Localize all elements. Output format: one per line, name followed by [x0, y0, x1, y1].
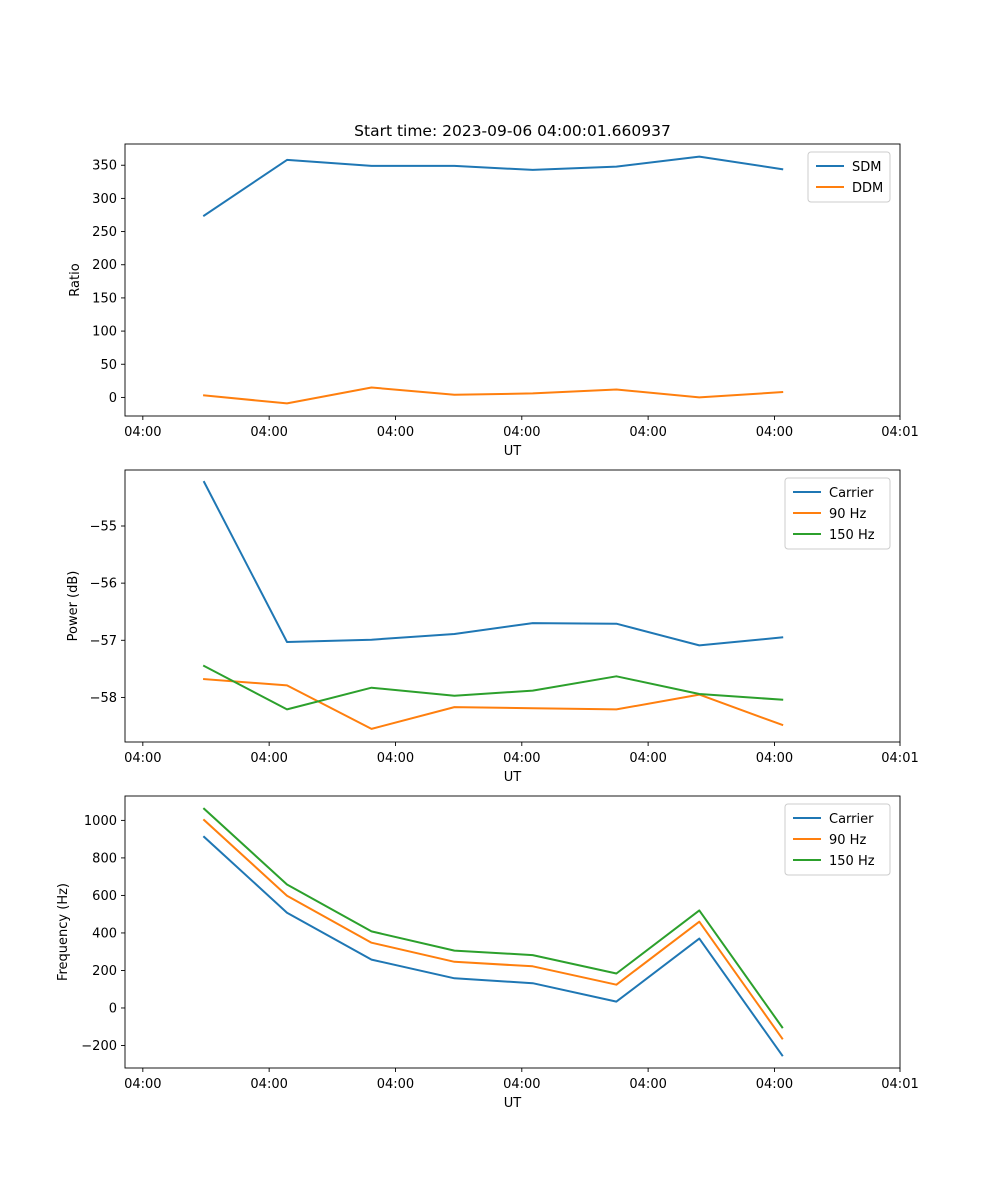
- plot-frame: [124, 143, 901, 417]
- x-tick-label: 04:01: [881, 751, 918, 766]
- chart-panel-1: Start time: 2023-09-06 04:00:01.660937 04…: [68, 122, 919, 459]
- x-tick-label: 04:00: [756, 1077, 793, 1092]
- series-line-ddm: [203, 386, 784, 405]
- chart-panel-3: 04:00 04:00 04:00 04:00 04:00 04:00 04:01 −200 0…: [56, 795, 919, 1111]
- y-axis-label: Frequency (Hz): [56, 883, 71, 981]
- y-tick-label: 400: [92, 926, 117, 941]
- legend-box: [784, 803, 891, 876]
- series-line-sdm: [202, 155, 784, 217]
- y-tick-label: −200: [81, 1039, 117, 1054]
- y-tick-label: 100: [92, 325, 117, 340]
- x-axis-label: UT: [504, 770, 522, 785]
- x-tick-label: 04:00: [124, 751, 161, 766]
- legend-label: 150 Hz: [829, 528, 875, 543]
- y-tick-label: −55: [90, 520, 117, 535]
- series-line-carrier: [202, 835, 784, 1057]
- y-axis-label: Ratio: [68, 263, 83, 296]
- y-tick-label: 0: [109, 391, 117, 406]
- series-line-90-hz: [202, 818, 784, 1040]
- series-line-150-hz: [202, 664, 784, 711]
- legend-label: DDM: [852, 181, 883, 196]
- x-tick-label: 04:00: [503, 751, 540, 766]
- y-tick-label: 600: [92, 889, 117, 904]
- x-axis-label: UT: [504, 1096, 522, 1111]
- legend-label: Carrier: [829, 812, 874, 827]
- legend: Carrier 90 Hz 150 Hz: [784, 803, 891, 876]
- y-tick-label: 50: [100, 358, 117, 373]
- x-tick-label: 04:00: [124, 425, 161, 440]
- x-tick-label: 04:00: [250, 425, 287, 440]
- x-tick-label: 04:00: [629, 751, 666, 766]
- x-tick-label: 04:01: [881, 1077, 918, 1092]
- legend-box: [784, 477, 891, 550]
- chart-panel-2: 04:00 04:00 04:00 04:00 04:00 04:00 04:01 −55 −5…: [66, 469, 919, 785]
- x-tick-label: 04:00: [377, 751, 414, 766]
- x-tick-label: 04:00: [250, 1077, 287, 1092]
- x-tick-label: 04:00: [756, 751, 793, 766]
- legend-label: SDM: [852, 160, 881, 175]
- y-tick-label: 0: [109, 1001, 117, 1016]
- y-tick-label: 200: [92, 258, 117, 273]
- y-axis-label: Power (dB): [66, 571, 81, 642]
- legend: SDM DDM: [807, 151, 891, 203]
- legend-label: Carrier: [829, 486, 874, 501]
- y-tick-label: −56: [90, 577, 117, 592]
- x-tick-label: 04:01: [881, 425, 918, 440]
- legend: Carrier 90 Hz 150 Hz: [784, 477, 891, 550]
- y-tick-label: −57: [90, 634, 117, 649]
- y-tick-label: 250: [92, 225, 117, 240]
- chart-title: Start time: 2023-09-06 04:00:01.660937: [354, 122, 671, 140]
- y-tick-label: 800: [92, 851, 117, 866]
- x-tick-label: 04:00: [629, 425, 666, 440]
- series-line-150-hz: [202, 807, 784, 1029]
- legend-label: 150 Hz: [829, 854, 875, 869]
- plot-frame: [124, 469, 901, 743]
- plot-frame: [124, 795, 901, 1069]
- x-tick-label: 04:00: [124, 1077, 161, 1092]
- x-tick-label: 04:00: [377, 1077, 414, 1092]
- x-axis-label: UT: [504, 444, 522, 459]
- y-tick-label: 150: [92, 291, 117, 306]
- x-tick-label: 04:00: [503, 425, 540, 440]
- x-tick-label: 04:00: [377, 425, 414, 440]
- x-tick-label: 04:00: [250, 751, 287, 766]
- y-tick-label: −58: [90, 691, 117, 706]
- x-tick-label: 04:00: [629, 1077, 666, 1092]
- legend-label: 90 Hz: [829, 507, 866, 522]
- series-line-90-hz: [203, 678, 784, 730]
- x-tick-label: 04:00: [756, 425, 793, 440]
- y-tick-label: 200: [92, 964, 117, 979]
- y-tick-label: 1000: [84, 814, 117, 829]
- legend-label: 90 Hz: [829, 833, 866, 848]
- legend-box: [807, 151, 891, 203]
- y-tick-label: 300: [92, 192, 117, 207]
- series-line-carrier: [202, 480, 784, 647]
- y-tick-label: 350: [92, 159, 117, 174]
- x-tick-label: 04:00: [503, 1077, 540, 1092]
